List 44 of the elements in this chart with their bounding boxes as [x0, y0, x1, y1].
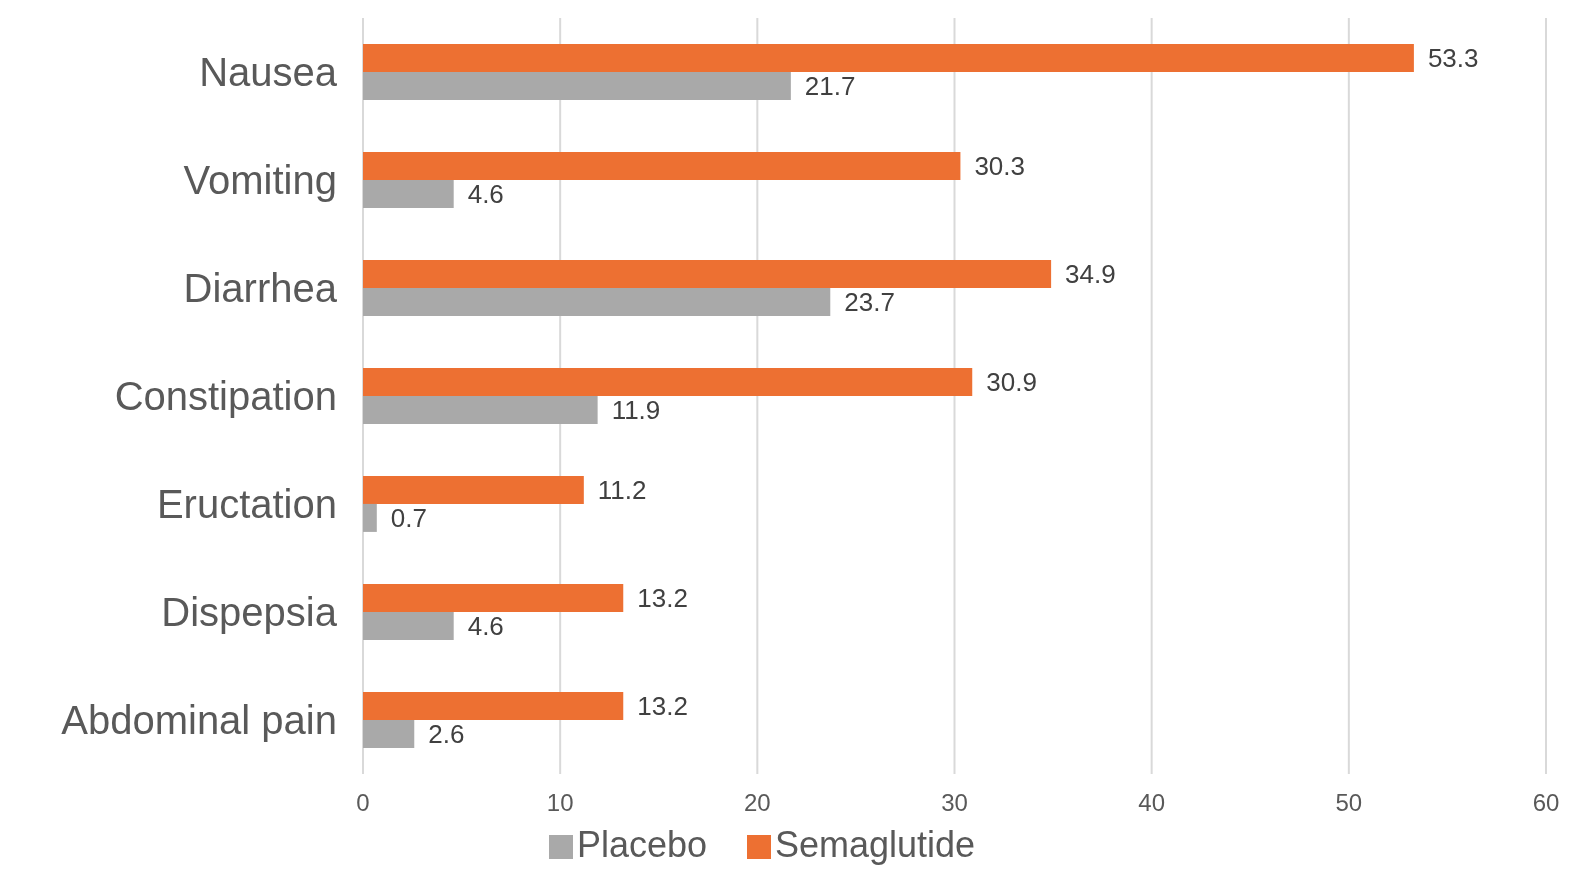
bar [363, 475, 584, 504]
data-label: 21.7 [804, 71, 856, 102]
bar [363, 395, 598, 424]
data-label: 11.9 [611, 395, 661, 426]
bar [363, 43, 1414, 72]
bar [363, 691, 624, 720]
y-tick-label: Nausea [199, 50, 338, 95]
x-tick-label: 30 [941, 789, 968, 817]
data-label: 53.3 [1427, 43, 1479, 74]
data-label: 13.2 [637, 691, 688, 722]
data-label: 2.6 [428, 719, 465, 750]
y-tick-label: Constipation [114, 374, 337, 419]
bar [363, 611, 454, 640]
data-label: 30.9 [986, 367, 1037, 398]
y-tick-label: Diarrhea [183, 266, 338, 311]
data-label: 4.6 [467, 179, 504, 210]
y-tick-label: Vomiting [183, 158, 337, 203]
bar [363, 583, 624, 612]
bar [363, 287, 831, 316]
bar [363, 151, 961, 180]
x-tick-label: 50 [1335, 789, 1363, 817]
bar [363, 179, 454, 208]
data-label: 4.6 [467, 611, 504, 642]
legend-label: Placebo [576, 824, 707, 865]
data-label: 34.9 [1065, 259, 1116, 290]
x-tick-label: 20 [743, 789, 771, 817]
x-tick-label: 0 [356, 789, 370, 817]
bar [363, 503, 377, 532]
x-tick-label: 10 [546, 789, 574, 817]
data-label: 0.7 [390, 503, 427, 534]
y-tick-label: Abdominal pain [61, 698, 337, 743]
bar [363, 259, 1052, 288]
y-tick-label: Eructation [156, 482, 337, 527]
bar [363, 367, 973, 396]
data-label: 23.7 [844, 287, 895, 318]
y-tick-label: Dispepsia [161, 590, 338, 635]
bar [363, 71, 791, 100]
data-label: 13.2 [637, 583, 688, 614]
data-label: 11.2 [597, 475, 647, 506]
legend-label: Semaglutide [774, 824, 976, 865]
data-label: 30.3 [974, 151, 1026, 182]
x-tick-label: 60 [1532, 789, 1560, 817]
x-tick-label: 40 [1138, 789, 1166, 817]
bar [363, 719, 415, 748]
